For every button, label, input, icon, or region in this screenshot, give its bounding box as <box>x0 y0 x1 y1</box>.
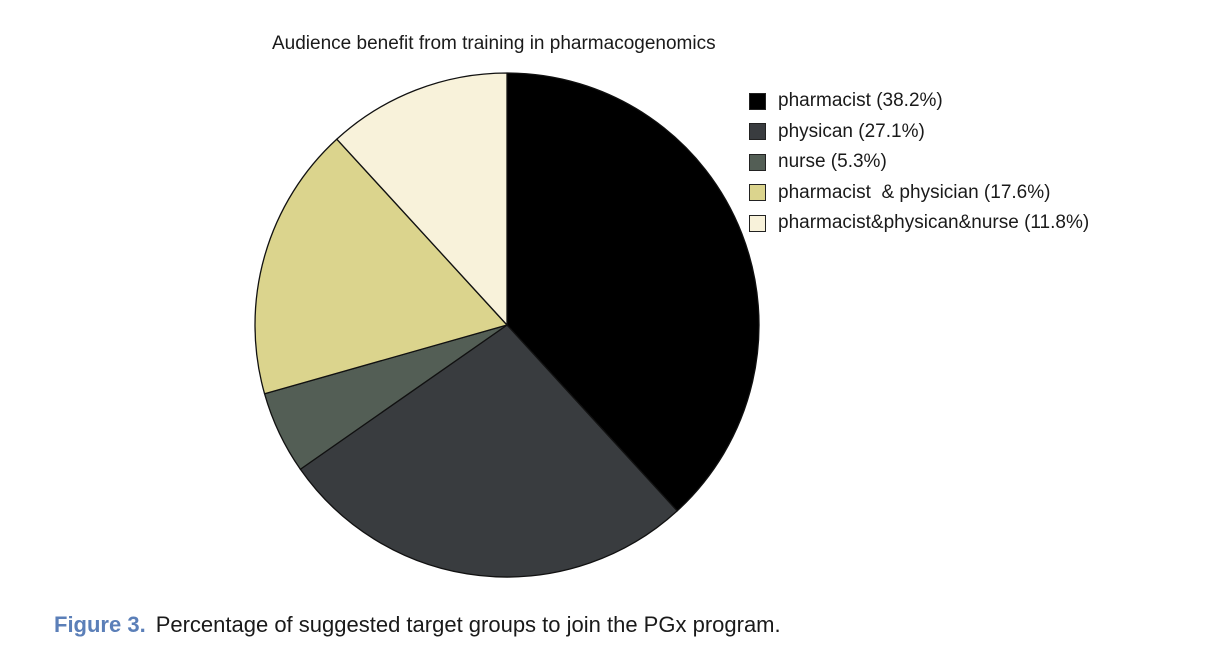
figure-caption-label: Figure 3. <box>54 612 146 637</box>
legend-item-pharmacist-physican-nurse: pharmacist&physican&nurse (11.8%) <box>749 208 1089 239</box>
pie-slice-pharmacist-physician <box>254 138 508 395</box>
pie-slice-physican <box>299 324 678 578</box>
legend-swatch-pharmacist-physician <box>749 184 766 202</box>
pie-slice-pharmacist <box>506 72 760 512</box>
chart-title: Audience benefit from training in pharma… <box>272 33 716 54</box>
legend-item-pharmacist-physician: pharmacist & physician (17.6%) <box>749 178 1089 209</box>
legend-swatch-pharmacist-physican-nurse <box>749 214 766 232</box>
legend-swatch-nurse <box>749 153 766 171</box>
legend-label-physican: physican (27.1%) <box>778 120 925 142</box>
legend-label-pharmacist: pharmacist (38.2%) <box>778 90 943 112</box>
legend-swatch-physican <box>749 123 766 141</box>
legend-label-pharmacist-physician: pharmacist & physician (17.6%) <box>778 181 1051 203</box>
figure-caption: Figure 3. Percentage of suggested target … <box>54 612 781 638</box>
legend-item-nurse: nurse (5.3%) <box>749 147 1089 178</box>
legend-label-pharmacist-physican-nurse: pharmacist&physican&nurse (11.8%) <box>778 212 1090 234</box>
legend: pharmacist (38.2%) physican (27.1%) nurs… <box>749 86 1089 239</box>
legend-item-physican: physican (27.1%) <box>749 117 1089 148</box>
pie-slices <box>254 72 760 578</box>
legend-swatch-pharmacist <box>749 92 766 110</box>
legend-label-nurse: nurse (5.3%) <box>778 151 887 173</box>
pie-slice-pharmacist-physican-nurse <box>336 72 508 326</box>
figure-caption-text: Percentage of suggested target groups to… <box>155 612 781 637</box>
legend-item-pharmacist: pharmacist (38.2%) <box>749 86 1089 117</box>
